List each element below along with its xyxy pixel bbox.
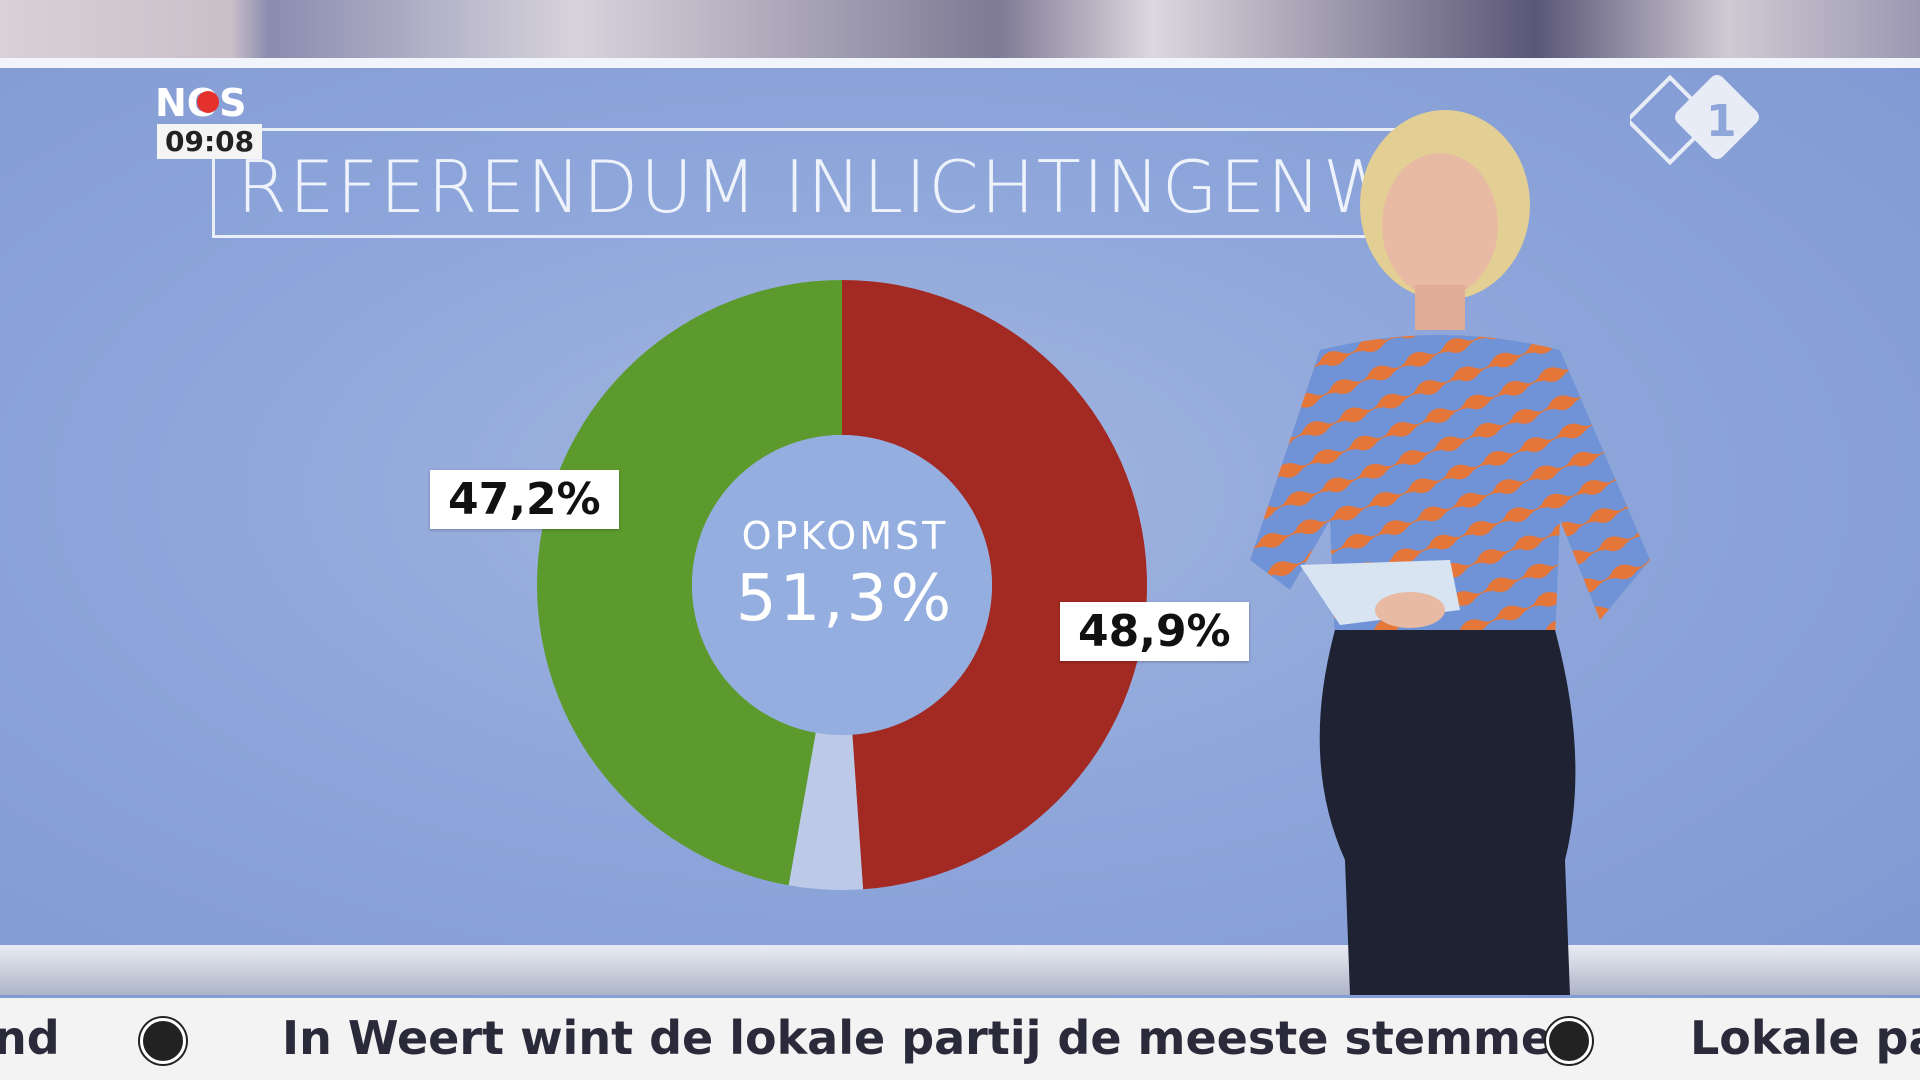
turnout-title: OPKOMST bbox=[741, 514, 949, 558]
nos-circle-icon bbox=[1546, 1018, 1592, 1064]
ticker-item: Lokale par bbox=[1690, 1011, 1920, 1065]
donut-slice-blanco bbox=[788, 732, 864, 890]
data-label-voor: 47,2% bbox=[430, 470, 619, 529]
news-ticker: nd In Weert wint de lokale partij de mee… bbox=[0, 998, 1920, 1080]
video-wall-bottom-edge bbox=[0, 945, 1920, 995]
ticker-item: nd bbox=[0, 1011, 60, 1065]
turnout-value: 51,3% bbox=[735, 562, 955, 636]
screen-title: REFERENDUM INLICHTINGENWE bbox=[237, 145, 1444, 229]
nos-circle-icon bbox=[140, 1018, 186, 1064]
nos-logo: NOS bbox=[155, 81, 246, 122]
clock-display: 09:08 bbox=[157, 124, 263, 159]
svg-text:1: 1 bbox=[1706, 96, 1737, 147]
donut-slice-voor bbox=[536, 280, 842, 886]
data-label-tegen: 48,9% bbox=[1060, 602, 1249, 661]
ticker-item: In Weert wint de lokale partij de meeste… bbox=[282, 1011, 1585, 1065]
donut-center bbox=[692, 435, 992, 735]
donut-slice-tegen bbox=[842, 280, 1147, 890]
screen-title-box: REFERENDUM INLICHTINGENWE bbox=[212, 128, 1442, 238]
npo-1-logo: 1 bbox=[1630, 74, 1759, 166]
